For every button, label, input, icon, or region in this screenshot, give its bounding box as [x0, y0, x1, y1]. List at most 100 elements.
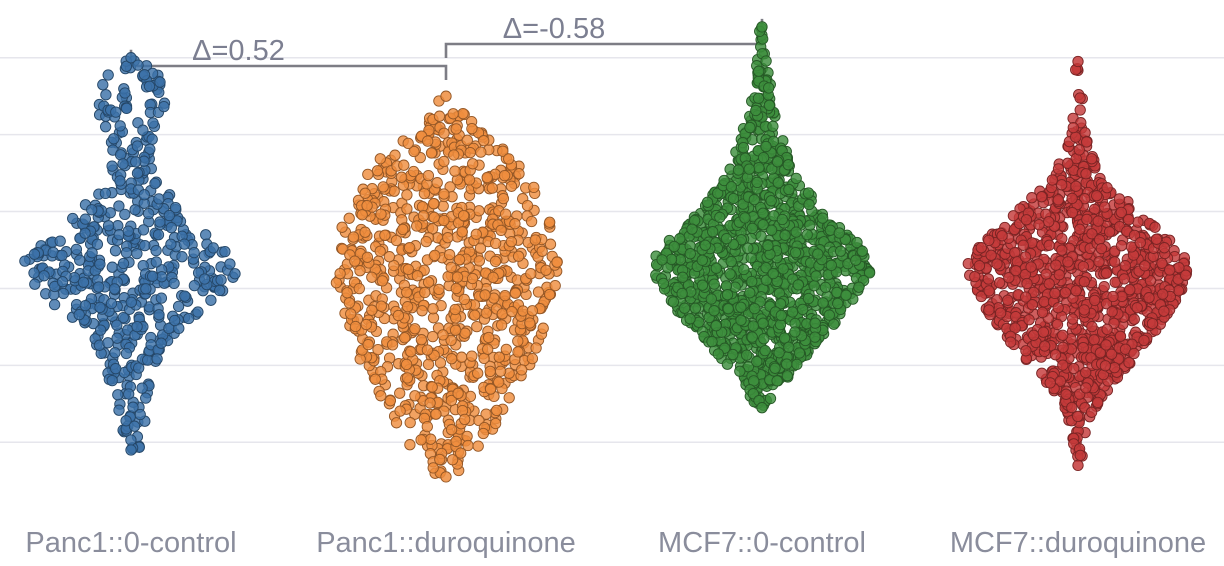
data-point	[383, 251, 396, 263]
data-point	[767, 120, 779, 133]
data-point	[983, 304, 995, 316]
data-point	[747, 320, 759, 332]
data-point	[86, 204, 98, 216]
data-point	[70, 243, 83, 256]
data-point	[738, 263, 750, 276]
data-point	[1091, 190, 1103, 202]
data-point	[781, 370, 793, 382]
data-point	[438, 127, 450, 139]
series-panc1-0-control	[19, 52, 241, 456]
data-point	[176, 251, 188, 263]
data-point	[112, 389, 124, 401]
data-point	[461, 134, 473, 146]
data-point	[401, 372, 414, 384]
data-point	[512, 250, 525, 262]
data-point	[146, 270, 159, 282]
data-point	[438, 214, 450, 227]
data-point	[457, 107, 469, 120]
data-point	[179, 290, 191, 302]
data-point	[825, 259, 837, 272]
data-point	[470, 228, 482, 240]
data-point	[402, 263, 414, 276]
data-point	[495, 319, 508, 331]
data-point	[1158, 305, 1170, 317]
data-point	[1101, 323, 1113, 336]
data-point	[445, 394, 458, 407]
data-point	[1021, 277, 1033, 290]
data-point	[544, 238, 557, 250]
data-point	[1025, 261, 1037, 273]
data-point	[169, 201, 182, 214]
data-point	[131, 247, 143, 260]
data-point	[120, 415, 132, 427]
data-point	[1033, 219, 1045, 231]
data-point	[763, 82, 775, 94]
data-point	[1114, 330, 1127, 342]
data-point	[450, 123, 462, 135]
data-point	[484, 383, 497, 395]
data-point	[1023, 314, 1035, 326]
data-point	[1056, 232, 1068, 245]
data-point	[463, 174, 476, 186]
data-point	[513, 168, 525, 180]
data-point	[430, 408, 442, 420]
data-point	[499, 289, 511, 302]
data-point	[1062, 256, 1074, 268]
data-point	[1067, 121, 1079, 134]
data-point	[405, 346, 417, 358]
data-point	[803, 198, 815, 211]
data-point	[129, 204, 141, 216]
data-point	[427, 197, 440, 210]
data-point	[440, 90, 452, 102]
data-point	[1051, 318, 1064, 331]
data-point	[113, 200, 125, 212]
data-point	[1035, 191, 1048, 203]
data-point	[809, 317, 821, 329]
data-point	[757, 219, 769, 231]
data-point	[1164, 264, 1176, 276]
data-point	[1157, 288, 1169, 300]
data-point	[445, 334, 457, 347]
data-point	[1049, 287, 1061, 300]
data-point	[778, 332, 791, 344]
x-tick-label: MCF7::0-control	[658, 527, 866, 559]
data-point	[817, 297, 829, 309]
data-point	[1072, 410, 1084, 423]
data-point	[497, 192, 510, 205]
data-point	[420, 235, 432, 248]
data-point	[147, 117, 159, 129]
data-point	[29, 278, 41, 290]
data-point	[137, 224, 150, 236]
data-point	[1134, 237, 1146, 249]
data-point	[540, 264, 552, 276]
data-point	[456, 226, 468, 238]
data-point	[783, 341, 795, 353]
data-point	[422, 276, 435, 288]
data-point	[1073, 144, 1085, 156]
data-point	[138, 189, 150, 201]
data-point	[361, 251, 374, 263]
data-point	[362, 168, 374, 181]
data-point	[696, 279, 709, 291]
data-point	[105, 297, 118, 310]
data-point	[424, 397, 436, 409]
data-point	[57, 287, 70, 300]
data-point	[409, 390, 421, 402]
data-point	[188, 279, 201, 292]
data-point	[120, 102, 133, 115]
data-point	[449, 165, 461, 177]
data-point	[975, 242, 987, 254]
data-point	[498, 169, 511, 182]
data-point	[28, 248, 41, 260]
data-point	[401, 286, 413, 299]
data-point	[473, 205, 485, 217]
data-point	[689, 302, 702, 314]
data-point	[446, 454, 459, 466]
data-point	[1105, 348, 1118, 360]
data-point	[464, 146, 476, 159]
data-point	[369, 373, 381, 385]
data-point	[1080, 366, 1092, 379]
data-point	[149, 177, 161, 190]
series-mcf7-duroquinone	[962, 55, 1193, 472]
data-point	[686, 223, 698, 235]
